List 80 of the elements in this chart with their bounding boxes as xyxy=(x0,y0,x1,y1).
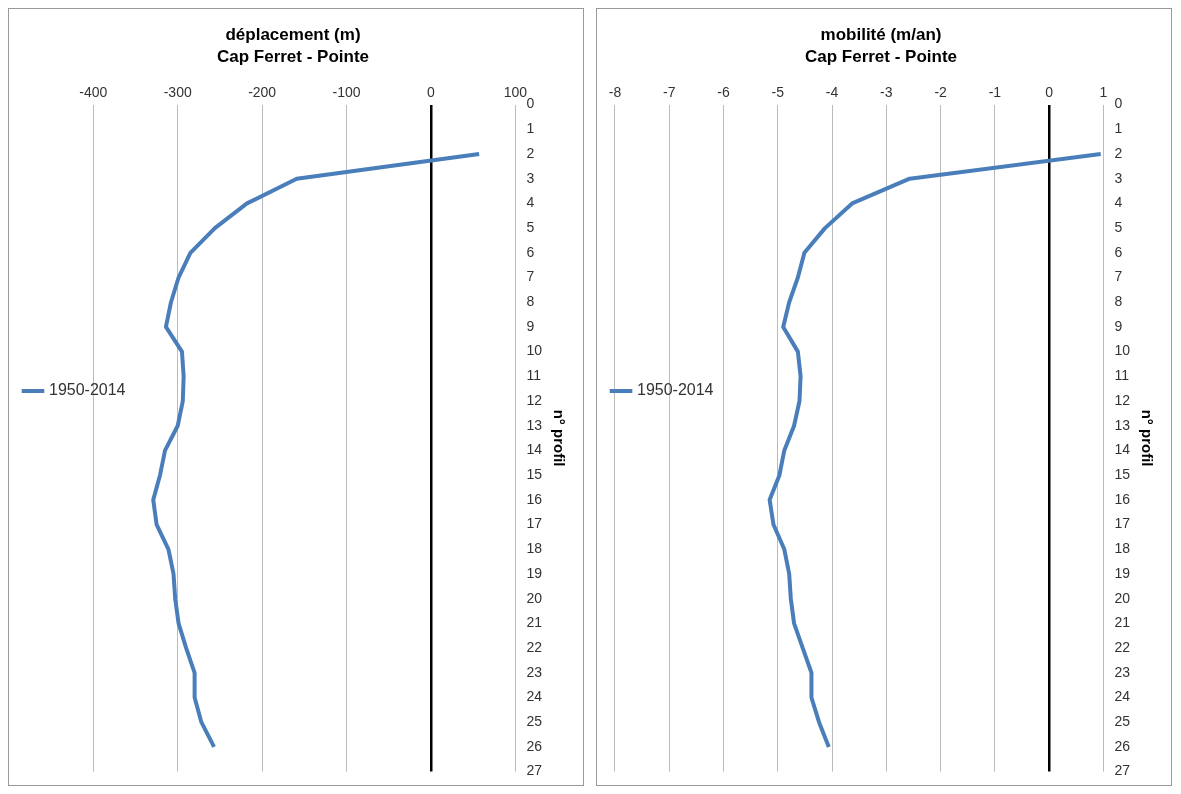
y-tick-label: 21 xyxy=(1114,614,1131,631)
x-tick-label: -2 xyxy=(934,84,948,101)
y-axis-title: n° profil xyxy=(1138,409,1156,467)
x-tick-label: -300 xyxy=(163,84,192,101)
y-tick-label: 15 xyxy=(1114,466,1131,483)
y-tick-label: 19 xyxy=(1114,564,1131,581)
y-tick-label: 2 xyxy=(1114,144,1123,161)
y-axis-title: n° profil xyxy=(550,409,568,467)
y-tick-label: 17 xyxy=(1114,515,1131,532)
x-tick-label: 0 xyxy=(1045,84,1054,101)
x-tick-label: 100 xyxy=(503,84,528,101)
y-tick-label: 22 xyxy=(526,638,543,655)
y-tick-label: 22 xyxy=(1114,638,1131,655)
y-tick-label: 4 xyxy=(526,194,535,211)
y-tick-label: 11 xyxy=(1114,367,1130,384)
y-tick-label: 0 xyxy=(1114,95,1123,112)
y-tick-label: 0 xyxy=(526,95,535,112)
y-tick-label: 3 xyxy=(526,169,535,186)
y-tick-label: 11 xyxy=(526,367,542,384)
x-tick-label: -1 xyxy=(988,84,1002,101)
y-tick-label: 4 xyxy=(1114,194,1123,211)
x-tick-label: -3 xyxy=(880,84,893,101)
y-tick-label: 2 xyxy=(526,144,535,161)
legend-label: 1950-2014 xyxy=(49,381,126,399)
x-tick-label: -200 xyxy=(248,84,277,101)
y-tick-label: 10 xyxy=(526,342,543,359)
x-tick-label: -100 xyxy=(332,84,361,101)
y-tick-label: 12 xyxy=(526,391,543,408)
y-tick-label: 10 xyxy=(1114,342,1131,359)
chart-title: mobilité (m/an) xyxy=(820,24,942,44)
y-tick-label: 9 xyxy=(1114,317,1123,334)
legend-label: 1950-2014 xyxy=(637,381,714,399)
x-tick-label: -8 xyxy=(608,84,622,101)
chart-title: déplacement (m) xyxy=(225,24,361,44)
y-tick-label: 13 xyxy=(1114,416,1131,433)
y-tick-label: 16 xyxy=(526,490,543,507)
y-tick-label: 23 xyxy=(526,663,543,680)
x-tick-label: 1 xyxy=(1099,84,1108,101)
y-tick-label: 23 xyxy=(1114,663,1131,680)
y-tick-label: 13 xyxy=(526,416,543,433)
y-tick-label: 12 xyxy=(1114,391,1131,408)
x-tick-label: -5 xyxy=(771,84,785,101)
y-tick-label: 6 xyxy=(526,243,535,260)
y-tick-label: 6 xyxy=(1114,243,1123,260)
y-tick-label: 26 xyxy=(526,737,543,754)
y-tick-label: 5 xyxy=(1114,218,1123,235)
y-tick-label: 27 xyxy=(1114,762,1131,779)
y-tick-label: 3 xyxy=(1114,169,1123,186)
y-tick-label: 19 xyxy=(526,564,543,581)
chart-subtitle: Cap Ferret - Pointe xyxy=(216,47,370,67)
y-tick-label: 7 xyxy=(526,268,535,285)
y-tick-label: 1 xyxy=(526,120,535,137)
y-tick-label: 14 xyxy=(1114,441,1131,458)
y-tick-label: 15 xyxy=(526,466,543,483)
y-tick-label: 5 xyxy=(526,218,535,235)
y-tick-label: 14 xyxy=(526,441,543,458)
y-tick-label: 24 xyxy=(526,688,543,705)
x-tick-label: -400 xyxy=(79,84,108,101)
y-tick-label: 18 xyxy=(526,540,543,557)
y-tick-label: 24 xyxy=(1114,688,1131,705)
x-tick-label: -7 xyxy=(663,84,676,101)
y-tick-label: 8 xyxy=(526,293,535,310)
x-tick-label: -4 xyxy=(825,84,839,101)
y-tick-label: 25 xyxy=(1114,713,1131,730)
y-tick-label: 20 xyxy=(526,589,543,606)
y-tick-label: 21 xyxy=(526,614,543,631)
y-tick-label: 25 xyxy=(526,713,543,730)
y-tick-label: 18 xyxy=(1114,540,1131,557)
y-tick-label: 7 xyxy=(1114,268,1123,285)
x-tick-label: -6 xyxy=(717,84,730,101)
y-tick-label: 26 xyxy=(1114,737,1131,754)
y-tick-label: 20 xyxy=(1114,589,1131,606)
y-tick-label: 1 xyxy=(1114,120,1123,137)
y-tick-label: 16 xyxy=(1114,490,1131,507)
y-tick-label: 27 xyxy=(526,762,543,779)
x-tick-label: 0 xyxy=(427,84,436,101)
y-tick-label: 17 xyxy=(526,515,543,532)
y-tick-label: 8 xyxy=(1114,293,1123,310)
chart-subtitle: Cap Ferret - Pointe xyxy=(804,47,958,67)
y-tick-label: 9 xyxy=(526,317,535,334)
